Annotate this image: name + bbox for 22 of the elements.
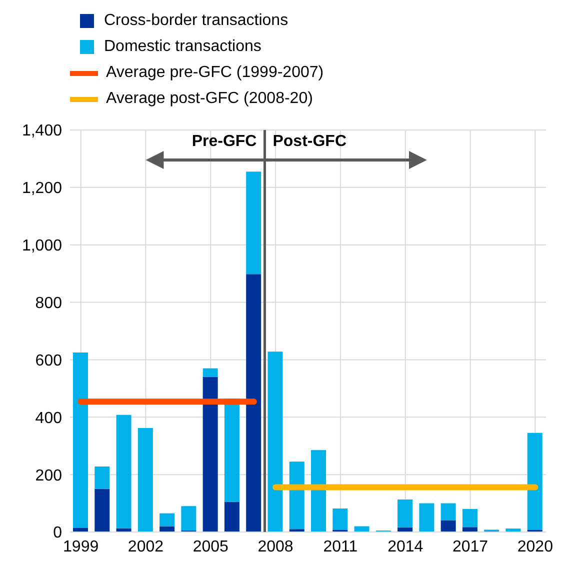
x-tick-label: 2002 bbox=[128, 538, 164, 556]
annotation: Pre-GFC bbox=[192, 133, 258, 150]
x-tick-label: 2014 bbox=[388, 538, 424, 556]
legend-label: Cross-border transactions bbox=[104, 12, 288, 30]
x-tick-label: 2020 bbox=[517, 538, 554, 556]
y-tick-label: 1,400 bbox=[22, 122, 62, 140]
x-tick-label: 2005 bbox=[192, 538, 229, 556]
annotation: Post-GFC bbox=[272, 133, 347, 150]
legend-label: Average pre-GFC (1999-2007) bbox=[106, 64, 324, 82]
y-tick-label: 0 bbox=[53, 524, 62, 542]
y-tick-label: 1,000 bbox=[22, 238, 62, 255]
legend-label: Domestic transactions bbox=[104, 38, 262, 56]
x-tick-label: 2011 bbox=[323, 538, 358, 556]
y-tick-label: 1,200 bbox=[22, 180, 62, 198]
x-tick-label: 2017 bbox=[452, 538, 488, 556]
y-tick-label: 200 bbox=[35, 467, 62, 484]
y-tick-label: 800 bbox=[35, 294, 62, 312]
x-tick-label: 2008 bbox=[258, 538, 294, 556]
y-tick-label: 600 bbox=[35, 352, 62, 370]
legend-label: Average post-GFC (2008-20) bbox=[106, 90, 313, 108]
x-tick-label: 1999 bbox=[63, 538, 99, 556]
y-tick-label: 400 bbox=[35, 410, 62, 427]
